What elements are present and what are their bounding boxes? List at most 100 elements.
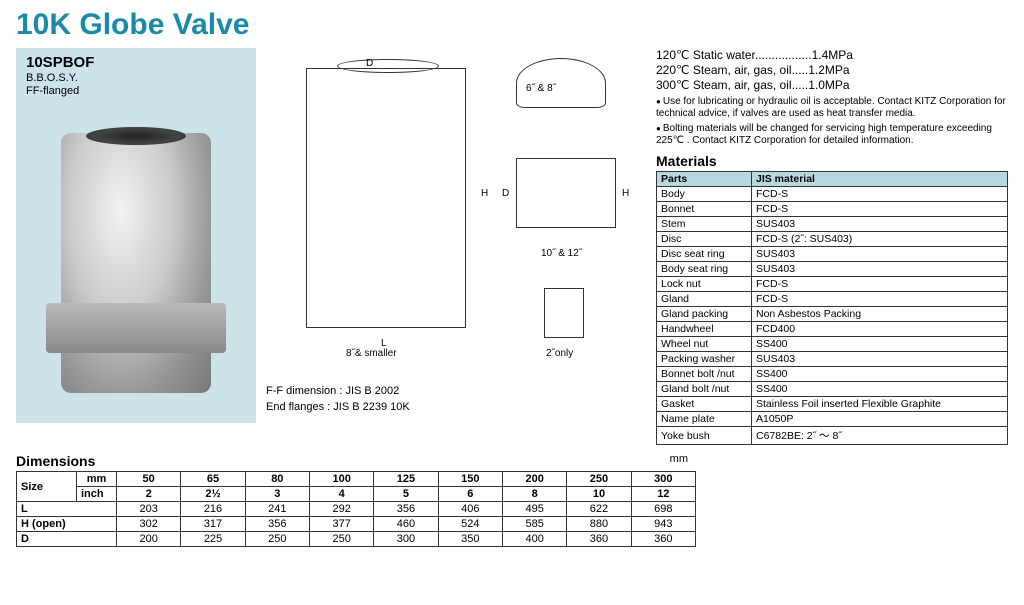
dim-mm-7: 250 <box>567 472 631 487</box>
diagram-tr-label: 6˝ & 8˝ <box>526 83 556 94</box>
dim-unit-inch: inch <box>77 487 117 502</box>
mat-part: Name plate <box>657 412 752 427</box>
dim-cell: 360 <box>567 532 631 547</box>
note-1: Bolting materials will be changed for se… <box>656 123 1008 147</box>
valve-photo <box>61 133 211 393</box>
dimensions-section: Dimensions mm Size mm 50 65 80 100 125 1… <box>16 453 1008 547</box>
main-row: 10SPBOF B.B.O.S.Y. FF-flanged D H L 8˝& … <box>16 48 1008 445</box>
dim-cell: 943 <box>631 517 695 532</box>
materials-row: GlandFCD-S <box>657 292 1008 307</box>
dimensions-row: H (open)302317356377460524585880943 <box>17 517 696 532</box>
rating-press: 1.4MPa <box>812 48 853 62</box>
materials-row: DiscFCD-S (2˝: SUS403) <box>657 232 1008 247</box>
diagram-area: D H L 8˝& smaller 6˝ & 8˝ D H 10˝ & 12˝ … <box>266 48 646 378</box>
dimensions-row: D200225250250300350400360360 <box>17 532 696 547</box>
spec-note-1: F-F dimension : JIS B 2002 <box>266 384 646 398</box>
mat-jis: FCD-S <box>752 277 1008 292</box>
rating-temp: 300℃ <box>656 78 690 92</box>
diagram-main <box>306 68 466 328</box>
dim-size-mm-row: Size mm 50 65 80 100 125 150 200 250 300 <box>17 472 696 487</box>
materials-heading: Materials <box>656 153 1008 169</box>
dim-in-7: 10 <box>567 487 631 502</box>
dim-cell: 460 <box>374 517 438 532</box>
dim-mm-1: 65 <box>181 472 245 487</box>
left-column: 10SPBOF B.B.O.S.Y. FF-flanged <box>16 48 256 445</box>
rating-media: Static water <box>693 48 755 62</box>
materials-row: Gland packingNon Asbestos Packing <box>657 307 1008 322</box>
mat-part: Body <box>657 187 752 202</box>
dim-cell: 300 <box>374 532 438 547</box>
diagram-main-label: 8˝& smaller <box>346 348 397 359</box>
dim-cell: 203 <box>117 502 181 517</box>
dim-cell: 317 <box>181 517 245 532</box>
dim-cell: 250 <box>309 532 373 547</box>
dim-cell: 524 <box>438 517 502 532</box>
dim-cell: 495 <box>502 502 566 517</box>
dim-mm-2: 80 <box>245 472 309 487</box>
dim-row-label: H (open) <box>17 517 117 532</box>
dimensions-unit: mm <box>670 453 688 465</box>
mat-part: Gasket <box>657 397 752 412</box>
dim-cell: 356 <box>374 502 438 517</box>
dim-label-h: H <box>481 188 488 199</box>
rating-row-0: 120℃ Static water.................1.4MPa <box>656 48 1008 62</box>
model-box: 10SPBOF B.B.O.S.Y. FF-flanged <box>16 48 256 103</box>
materials-table: Parts JIS material BodyFCD-SBonnetFCD-SS… <box>656 171 1008 445</box>
dim-cell: 360 <box>631 532 695 547</box>
mat-part: Gland packing <box>657 307 752 322</box>
dim-row-label: D <box>17 532 117 547</box>
mat-part: Packing washer <box>657 352 752 367</box>
dim-size-label: Size <box>17 472 77 502</box>
mat-part: Yoke bush <box>657 427 752 445</box>
dim-cell: 225 <box>181 532 245 547</box>
mat-jis: Non Asbestos Packing <box>752 307 1008 322</box>
dim-in-6: 8 <box>502 487 566 502</box>
mat-jis: FCD-S <box>752 292 1008 307</box>
dim-mm-8: 300 <box>631 472 695 487</box>
materials-row: Body seat ringSUS403 <box>657 262 1008 277</box>
dim-in-4: 5 <box>374 487 438 502</box>
materials-row: HandwheelFCD400 <box>657 322 1008 337</box>
dim-in-1: 2½ <box>181 487 245 502</box>
mat-jis: FCD400 <box>752 322 1008 337</box>
materials-row: Yoke bushC6782BE: 2˝ ～ 8˝ <box>657 427 1008 445</box>
materials-row: StemSUS403 <box>657 217 1008 232</box>
mat-part: Stem <box>657 217 752 232</box>
ratings-block: 120℃ Static water.................1.4MPa… <box>656 48 1008 92</box>
dim-cell: 698 <box>631 502 695 517</box>
rating-press: 1.2MPa <box>808 63 849 77</box>
dim-cell: 880 <box>567 517 631 532</box>
materials-row: Name plateA1050P <box>657 412 1008 427</box>
rating-dots: ..... <box>792 78 809 92</box>
mat-part: Gland <box>657 292 752 307</box>
rating-media: Steam, air, gas, oil <box>693 63 792 77</box>
dim-cell: 400 <box>502 532 566 547</box>
dim-cell: 406 <box>438 502 502 517</box>
mat-part: Disc seat ring <box>657 247 752 262</box>
bullet-notes: Use for lubricating or hydraulic oil is … <box>656 96 1008 147</box>
materials-row: GasketStainless Foil inserted Flexible G… <box>657 397 1008 412</box>
page-title: 10K Globe Valve <box>16 8 1008 42</box>
mat-jis: SUS403 <box>752 352 1008 367</box>
diagram-bot-right <box>544 288 584 338</box>
dim-mm-6: 200 <box>502 472 566 487</box>
materials-row: Wheel nutSS400 <box>657 337 1008 352</box>
dim-cell: 377 <box>309 517 373 532</box>
mat-jis: FCD-S (2˝: SUS403) <box>752 232 1008 247</box>
mat-jis: FCD-S <box>752 187 1008 202</box>
dim-in-5: 6 <box>438 487 502 502</box>
mat-header-parts: Parts <box>657 172 752 187</box>
mat-part: Gland bolt /nut <box>657 382 752 397</box>
mat-jis: SS400 <box>752 337 1008 352</box>
dim-row-label: L <box>17 502 117 517</box>
diagram-mr-h: H <box>622 188 629 199</box>
mat-part: Wheel nut <box>657 337 752 352</box>
dim-cell: 216 <box>181 502 245 517</box>
dim-mm-3: 100 <box>309 472 373 487</box>
materials-row: Gland bolt /nutSS400 <box>657 382 1008 397</box>
rating-dots: ..... <box>792 63 809 77</box>
rating-temp: 220℃ <box>656 63 690 77</box>
diagram-column: D H L 8˝& smaller 6˝ & 8˝ D H 10˝ & 12˝ … <box>266 48 646 445</box>
mat-part: Lock nut <box>657 277 752 292</box>
materials-row: Packing washerSUS403 <box>657 352 1008 367</box>
